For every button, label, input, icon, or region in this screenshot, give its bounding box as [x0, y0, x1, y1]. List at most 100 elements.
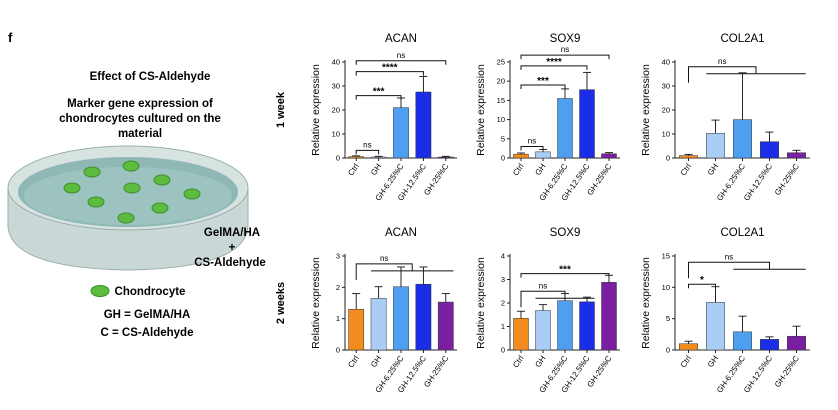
y-tick-label: 0 [336, 346, 340, 355]
significance-bracket: ns [355, 254, 454, 280]
y-tick-label: 15 [497, 96, 505, 105]
row-label-2-weeks: 2 weeks [275, 282, 287, 324]
bar [513, 153, 529, 159]
significance-label: *** [373, 87, 385, 98]
y-tick-label: 3 [501, 275, 505, 284]
significance-bracket: ns [688, 252, 806, 279]
bar [437, 301, 454, 351]
y-tick-label: 40 [662, 58, 670, 67]
bar [760, 141, 779, 159]
y-tick-label: 20 [332, 106, 340, 115]
illustration-heading: Effect of CS-Aldehyde [90, 71, 211, 83]
significance-bracket: ns [355, 51, 447, 65]
significance-label: ns [539, 281, 547, 290]
y-tick-label: 10 [662, 283, 670, 292]
significance-label: ns [725, 252, 733, 261]
significance-bracket: ns [355, 140, 380, 155]
bar [557, 300, 573, 351]
bar [579, 301, 595, 351]
y-tick-label: 0 [501, 346, 505, 355]
x-tick-label: Ctrl [511, 162, 526, 178]
abbrev-gh: GH = GelMA/HA [104, 309, 191, 321]
chart-title: COL2A1 [720, 33, 764, 45]
y-tick-label: 1 [336, 314, 340, 323]
y-axis-label: Relative expression [475, 257, 487, 349]
y-tick-label: 0 [666, 346, 670, 355]
bar [760, 339, 779, 351]
abbrev-c: C = CS-Aldehyde [101, 327, 194, 339]
bar [733, 119, 752, 159]
significance-label: ns [561, 45, 569, 54]
x-tick-label: Ctrl [679, 354, 694, 370]
significance-bracket: *** [520, 265, 610, 278]
y-tick-label: 10 [497, 115, 505, 124]
bar [415, 91, 432, 159]
y-tick-label: 0 [666, 154, 670, 163]
significance-bracket: * [688, 275, 716, 289]
y-axis-label: Relative expression [475, 64, 487, 156]
bar [437, 156, 454, 159]
y-tick-label: 20 [497, 77, 505, 86]
x-tick-label: Ctrl [511, 354, 526, 370]
petri-dish-icon [7, 145, 249, 271]
bar [513, 318, 529, 351]
bar [733, 331, 752, 351]
y-tick-label: 30 [662, 82, 670, 91]
significance-label: ns [380, 254, 388, 263]
illustration-subheading-1: Marker gene expression of [67, 98, 213, 110]
significance-label: ns [363, 140, 371, 149]
bar [348, 309, 365, 351]
x-tick-label: GH [706, 354, 720, 369]
significance-label: *** [537, 76, 549, 87]
bar [348, 156, 365, 159]
material-label-2: + [229, 242, 236, 254]
chart-title: SOX9 [550, 227, 581, 239]
row-label-1-week: 1 week [275, 91, 287, 128]
y-tick-label: 30 [332, 82, 340, 91]
y-tick-label: 20 [662, 106, 670, 115]
x-tick-label: GH [533, 354, 547, 369]
material-label-3: CS-Aldehyde [194, 257, 266, 269]
bar [787, 335, 806, 351]
chondrocyte-legend-icon [90, 285, 110, 297]
y-tick-label: 0 [501, 154, 505, 163]
bar [393, 107, 409, 159]
y-tick-label: 2 [336, 283, 340, 292]
bar [535, 310, 551, 351]
x-tick-label: GH-25%C [773, 354, 801, 389]
bar [370, 298, 387, 351]
y-axis-label: Relative expression [310, 257, 322, 349]
panel-letter: f [8, 30, 13, 45]
x-tick-label: Ctrl [346, 162, 361, 178]
chart-title: ACAN [385, 227, 417, 239]
significance-label: ns [528, 136, 536, 145]
bar [579, 89, 595, 159]
x-tick-label: GH [369, 162, 383, 177]
y-axis-label: Relative expression [640, 257, 652, 349]
significance-bracket: **** [520, 57, 588, 70]
x-tick-label: GH-12.5%C [742, 162, 774, 203]
y-tick-label: 25 [497, 58, 505, 67]
significance-label: ns [397, 51, 405, 60]
significance-bracket: ns [688, 57, 806, 83]
chondrocyte-legend-label: Chondrocyte [115, 286, 186, 298]
bar [415, 283, 432, 351]
material-label-1: GelMA/HA [204, 227, 260, 239]
significance-label: *** [559, 265, 571, 276]
y-tick-label: 5 [666, 314, 670, 323]
y-tick-label: 2 [501, 299, 505, 308]
bar [601, 153, 617, 159]
chart-title: COL2A1 [720, 227, 764, 239]
x-tick-label: Ctrl [346, 354, 361, 370]
x-tick-label: GH [533, 162, 547, 177]
chart-title: ACAN [385, 33, 417, 45]
y-tick-label: 4 [501, 252, 505, 261]
chart-6: COL2A1 Relative expression 0 5 10 15 Ctrl GH GH-… [640, 227, 810, 394]
bar [706, 133, 725, 159]
x-tick-label: Ctrl [679, 162, 694, 178]
significance-bracket: ns [520, 281, 595, 308]
